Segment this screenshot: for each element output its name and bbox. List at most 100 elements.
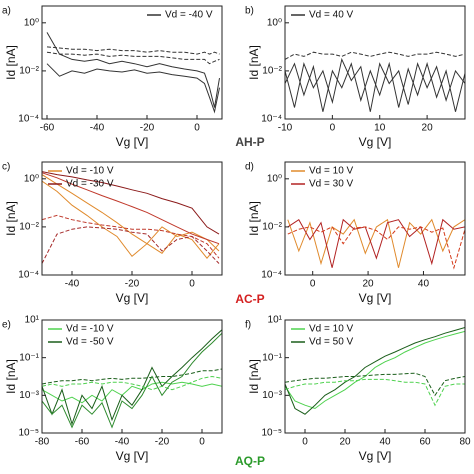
data-line	[285, 61, 465, 112]
y-tick-label: 10⁻⁵	[261, 428, 282, 439]
x-tick-label: 40	[379, 437, 391, 448]
y-tick-label: 10⁻²	[19, 66, 39, 77]
y-tick-label: 10⁻¹	[262, 352, 282, 363]
legend-label: Vd = -30 V	[66, 179, 114, 190]
legend-label: Vd = -50 V	[66, 337, 114, 348]
data-line	[42, 381, 222, 404]
y-axis-label: Id [nA]	[247, 359, 261, 394]
data-line	[287, 218, 465, 268]
legend-label: Vd = 10 V	[309, 324, 354, 335]
legend-label: Vd = -10 V	[66, 166, 114, 177]
legend-label: Vd = -40 V	[165, 10, 213, 21]
panel-label: d)	[245, 162, 254, 173]
plot	[42, 329, 222, 429]
y-tick-label: 10⁻¹	[19, 352, 39, 363]
y-tick-label: 10¹	[268, 315, 283, 326]
y-tick-label: 10⁰	[267, 173, 282, 184]
y-tick-label: 10⁻⁴	[18, 270, 39, 281]
data-line	[42, 329, 222, 426]
data-line	[285, 372, 465, 397]
data-line	[42, 375, 222, 391]
x-axis-label: Vg [V]	[116, 449, 149, 463]
y-tick-label: 10⁻⁴	[261, 270, 282, 281]
y-axis-label: Id [nA]	[247, 201, 261, 236]
x-tick-label: -10	[278, 123, 293, 134]
y-axis-label: Id [nA]	[4, 45, 18, 80]
x-tick-label: 0	[310, 279, 316, 290]
panel-label: f)	[245, 320, 251, 331]
y-tick-label: 10⁻³	[262, 390, 282, 401]
y-tick-label: 10⁰	[24, 173, 39, 184]
plot-frame	[41, 5, 223, 120]
x-tick-label: -40	[115, 437, 130, 448]
data-line	[42, 226, 220, 264]
legend-label: Vd = 40 V	[309, 10, 354, 21]
y-tick-label: 10⁻⁴	[261, 114, 282, 125]
data-line	[42, 171, 220, 235]
panel-label: b)	[245, 6, 254, 17]
plot-frame	[284, 161, 466, 276]
x-tick-label: -20	[140, 123, 155, 134]
x-axis-label: Vg [V]	[359, 291, 392, 305]
y-axis-label: Id [nA]	[247, 45, 261, 80]
x-tick-label: 60	[419, 437, 431, 448]
data-line	[287, 218, 465, 268]
x-tick-label: -60	[40, 123, 55, 134]
y-tick-label: 10¹	[25, 315, 40, 326]
plot-frame	[41, 319, 223, 434]
plot-frame	[284, 319, 466, 434]
data-line	[42, 332, 222, 429]
panel-label: e)	[2, 320, 11, 331]
data-line	[46, 46, 220, 55]
legend-label: Vd = 10 V	[309, 166, 354, 177]
x-axis-label: Vg [V]	[116, 135, 149, 149]
data-line	[285, 330, 465, 410]
x-tick-label: 0	[302, 437, 308, 448]
y-tick-label: 10⁰	[24, 17, 39, 28]
row-label: AQ-P	[235, 454, 265, 468]
panel-label: c)	[2, 162, 10, 173]
data-line	[285, 51, 465, 60]
plot	[285, 51, 465, 112]
data-line	[42, 174, 220, 259]
row-label: AH-P	[235, 135, 264, 149]
plot	[42, 171, 220, 264]
x-tick-label: 20	[422, 123, 434, 134]
data-line	[46, 32, 220, 108]
x-tick-label: -20	[155, 437, 170, 448]
y-tick-label: 10⁻³	[19, 390, 39, 401]
x-tick-label: 20	[339, 437, 351, 448]
x-tick-label: 10	[374, 123, 386, 134]
x-tick-label: 20	[363, 279, 375, 290]
legend-label: Vd = -10 V	[66, 324, 114, 335]
y-axis-label: Id [nA]	[4, 359, 18, 394]
plot	[46, 32, 220, 114]
row-label: AC-P	[235, 292, 264, 306]
data-line	[287, 226, 465, 270]
x-axis-label: Vg [V]	[116, 291, 149, 305]
y-tick-label: 10⁰	[267, 17, 282, 28]
x-tick-label: 0	[330, 123, 336, 134]
data-line	[42, 368, 222, 385]
panel-label: a)	[2, 6, 11, 17]
data-line	[42, 172, 220, 245]
x-tick-label: 0	[189, 279, 195, 290]
data-line	[42, 180, 220, 258]
x-axis-label: Vg [V]	[359, 135, 392, 149]
x-tick-label: -40	[65, 279, 80, 290]
plot	[285, 327, 465, 415]
plot	[287, 218, 465, 270]
x-tick-label: 80	[459, 437, 471, 448]
legend-label: Vd = 50 V	[309, 337, 354, 348]
legend-label: Vd = 30 V	[309, 179, 354, 190]
x-tick-label: 0	[194, 123, 200, 134]
data-line	[285, 378, 465, 407]
data-line	[285, 57, 465, 112]
y-tick-label: 10⁻²	[262, 66, 282, 77]
data-line	[285, 327, 465, 415]
y-tick-label: 10⁻⁵	[18, 428, 39, 439]
x-tick-label: -40	[90, 123, 105, 134]
y-tick-label: 10⁻²	[19, 222, 39, 233]
data-line	[46, 63, 220, 114]
